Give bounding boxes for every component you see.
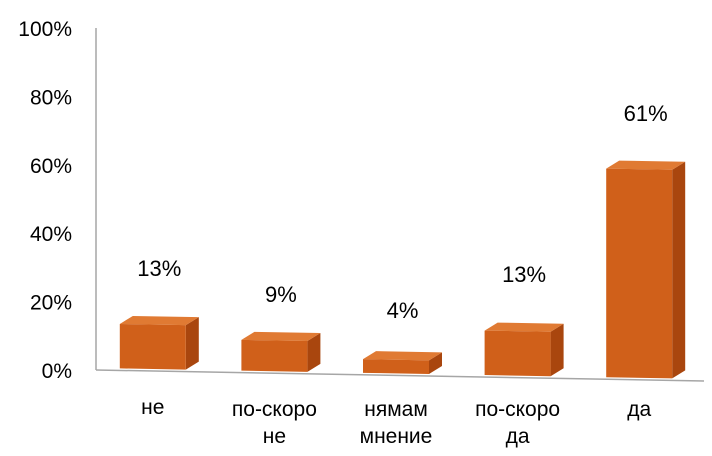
- bar-top-face: [119, 315, 199, 326]
- category-label: нямам мнение: [360, 398, 433, 448]
- bar-front-face: [241, 339, 308, 372]
- y-tick-label: 0%: [42, 360, 72, 383]
- category-labels: не по-скоро не нямам мнение по-скоро да да: [141, 396, 651, 448]
- bar-front-face: [363, 359, 429, 375]
- bar-top-face: [241, 331, 321, 342]
- bar-front-face: [606, 168, 673, 379]
- chart-bars: [119, 160, 686, 379]
- y-axis-ticks: 0% 20% 40% 60% 80% 100%: [18, 18, 72, 383]
- category-label: да: [627, 398, 651, 421]
- bar: [119, 315, 199, 370]
- bar-side-face: [429, 352, 442, 375]
- bar-front-face: [119, 323, 186, 370]
- bar-side-face: [550, 323, 564, 377]
- y-tick-label: 20%: [30, 292, 72, 315]
- category-label: не: [141, 396, 164, 419]
- y-tick-label: 60%: [30, 155, 72, 178]
- bar-side-face: [307, 333, 321, 372]
- data-label: 9%: [265, 282, 297, 307]
- data-label: 4%: [387, 298, 419, 323]
- y-tick-label: 40%: [30, 223, 72, 246]
- category-label: по-скоро не: [232, 398, 317, 448]
- bar: [241, 331, 321, 372]
- y-tick-label: 100%: [18, 18, 72, 41]
- bar-front-face: [484, 330, 551, 377]
- x-axis-floor-line: [95, 369, 705, 382]
- chart-axes: [95, 28, 705, 382]
- data-labels: 13% 9% 4% 13% 61%: [137, 101, 667, 323]
- bar: [606, 160, 686, 379]
- bar: [484, 322, 564, 377]
- data-label: 13%: [502, 262, 546, 287]
- bar-side-face: [672, 161, 686, 379]
- bar: [363, 351, 442, 375]
- data-label: 13%: [137, 256, 181, 281]
- bar-top-face: [606, 160, 686, 170]
- data-label: 61%: [624, 101, 668, 126]
- y-tick-label: 80%: [30, 86, 72, 109]
- bar-side-face: [185, 317, 199, 370]
- bar-top-face: [484, 322, 564, 332]
- category-label: по-скоро да: [475, 398, 560, 448]
- bar-top-face: [363, 351, 442, 361]
